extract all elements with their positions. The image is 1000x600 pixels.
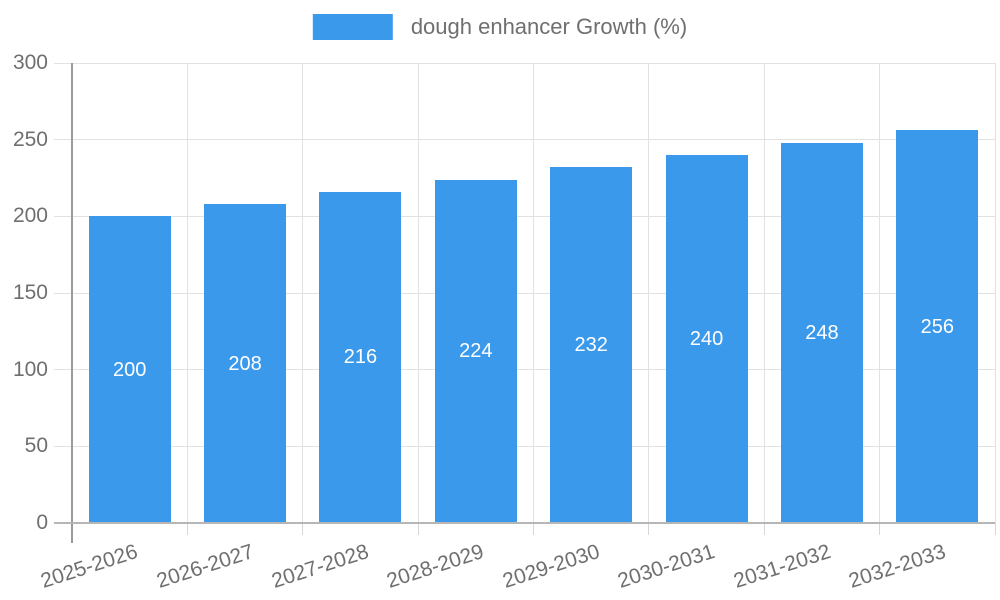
x-axis-tick: [763, 523, 765, 535]
y-axis-tick-label: 0: [36, 511, 48, 534]
x-axis-tick-label: 2032-2033: [845, 540, 949, 593]
y-axis-tick-label: 150: [12, 281, 48, 304]
h-gridline: [54, 292, 995, 294]
x-axis-tick: [994, 523, 996, 535]
h-gridline: [54, 62, 995, 64]
x-axis-tick-label: 2026-2027: [153, 540, 257, 593]
x-axis-tick: [417, 523, 419, 535]
bar[interactable]: [319, 191, 402, 523]
y-axis-tick-label: 300: [12, 51, 48, 74]
y-axis-line: [71, 63, 73, 543]
y-axis-tick-label: 250: [12, 127, 48, 151]
x-axis-tick-label: 2030-2031: [615, 540, 718, 593]
y-axis-tick-label: 100: [12, 357, 48, 381]
legend-item[interactable]: dough enhancer Growth (%): [312, 14, 688, 40]
y-axis-tick-label: 200: [12, 204, 48, 228]
x-axis-tick-label: 2027-2028: [268, 540, 372, 593]
x-axis-tick: [533, 523, 534, 535]
x-axis-tick-label: 2029-2030: [499, 540, 603, 593]
y-axis-tick-label: 50: [24, 434, 48, 458]
h-gridline: [54, 139, 995, 141]
v-gridline: [763, 63, 765, 523]
v-gridline: [533, 63, 534, 523]
v-gridline: [186, 63, 188, 523]
v-gridline: [994, 63, 996, 523]
x-axis-line: [54, 522, 995, 524]
v-gridline: [879, 63, 881, 523]
legend-swatch: [312, 14, 393, 40]
v-gridline: [302, 63, 304, 523]
bar[interactable]: [88, 216, 171, 523]
x-axis-tick: [648, 523, 650, 535]
x-axis-tick-label: 2028-2029: [384, 540, 487, 593]
bar[interactable]: [550, 167, 633, 523]
x-axis-tick-label: 2025-2026: [38, 540, 141, 593]
legend-label: dough enhancer Growth (%): [410, 14, 688, 39]
x-axis-tick: [879, 523, 881, 535]
bar[interactable]: [896, 130, 979, 523]
x-axis-tick: [302, 523, 304, 535]
bar[interactable]: [665, 155, 748, 523]
bar[interactable]: [434, 179, 517, 523]
x-axis-tick: [186, 523, 188, 535]
bar[interactable]: [780, 142, 863, 523]
h-gridline: [54, 445, 995, 447]
bar[interactable]: [204, 204, 287, 523]
v-gridline: [417, 63, 419, 523]
v-gridline: [648, 63, 650, 523]
x-axis-tick-label: 2031-2032: [730, 540, 834, 593]
h-gridline: [54, 215, 995, 217]
h-gridline: [54, 369, 995, 371]
